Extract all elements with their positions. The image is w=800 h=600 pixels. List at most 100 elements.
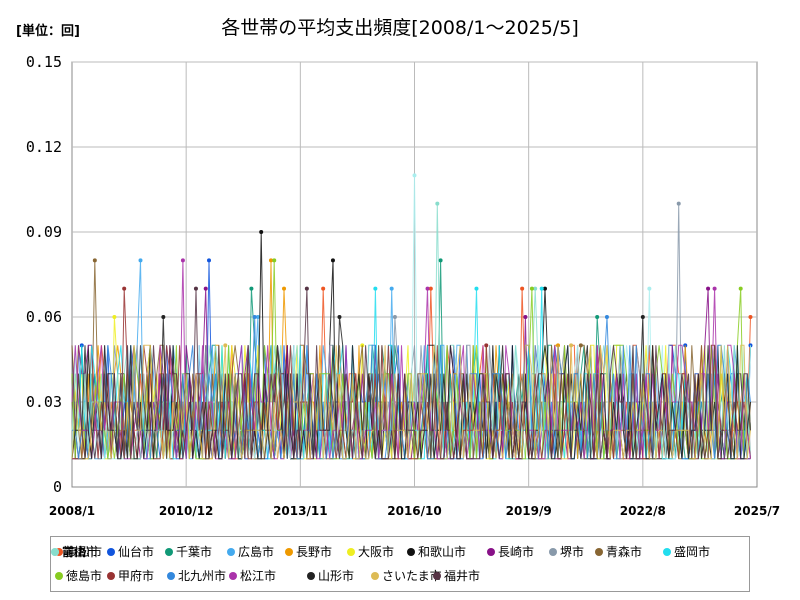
data-point: [207, 258, 211, 263]
legend: 高松市 仙台市 千葉市 広島市 長野市 大阪市 和歌山市 長崎市 堺市 青森市 盛岡市 前橋市 富山市徳…: [50, 536, 750, 592]
x-tick-label: 2016/10: [387, 504, 441, 518]
legend-marker: [371, 571, 379, 580]
data-point: [392, 315, 397, 319]
y-tick-label: 0.12: [26, 138, 62, 156]
data-point: [180, 258, 185, 263]
legend-label: 長野市: [296, 545, 333, 559]
data-point: [569, 343, 574, 348]
legend-item: 大阪市: [347, 543, 394, 560]
legend-marker: [487, 547, 495, 556]
legend-marker: [165, 547, 173, 556]
legend-marker: [107, 547, 115, 556]
legend-label: 富山市: [62, 545, 99, 559]
legend-item: 北九州市: [167, 567, 226, 584]
data-point: [520, 286, 525, 291]
data-point: [161, 315, 166, 319]
legend-label: 松江市: [240, 569, 277, 583]
legend-item: 徳島市: [55, 567, 102, 584]
legend-marker: [285, 547, 293, 556]
legend-item: さいたま市: [371, 567, 442, 584]
data-point: [428, 286, 433, 291]
legend-marker: [595, 547, 603, 556]
legend-item: 山形市: [307, 567, 354, 584]
chart-title: 各世帯の平均支出頻度[2008/1～2025/5]: [221, 17, 579, 39]
data-point: [539, 286, 544, 291]
legend-label: 仙台市: [118, 545, 155, 559]
legend-marker: [55, 571, 63, 580]
data-point: [249, 286, 254, 291]
legend-label: 北九州市: [178, 569, 227, 583]
data-point: [738, 286, 743, 291]
data-point: [122, 286, 127, 291]
data-point: [389, 286, 394, 291]
data-point: [640, 315, 645, 319]
data-point: [330, 258, 335, 263]
y-tick-label: 0.15: [26, 53, 62, 71]
data-point: [282, 286, 287, 291]
legend-item: 千葉市: [165, 543, 212, 560]
data-point: [252, 315, 257, 319]
legend-marker: [549, 547, 557, 556]
legend-label: さいたま市: [382, 569, 442, 583]
data-point: [259, 230, 264, 234]
data-point: [138, 258, 143, 263]
data-point: [595, 315, 600, 319]
legend-marker: [229, 571, 237, 580]
legend-label: 甲府市: [118, 569, 155, 583]
y-tick-label: 0.06: [26, 308, 62, 326]
legend-label: 盛岡市: [674, 545, 711, 559]
data-point: [223, 343, 228, 348]
legend-marker: [167, 571, 175, 580]
legend-item: 広島市: [227, 543, 274, 560]
data-point: [474, 286, 479, 291]
data-point: [542, 286, 547, 291]
legend-item: 堺市: [549, 543, 584, 560]
legend-label: 広島市: [238, 545, 275, 559]
legend-item: 福井市: [433, 567, 480, 584]
data-point: [268, 258, 273, 263]
legend-item: 松江市: [229, 567, 276, 584]
legend-label: 長崎市: [498, 545, 535, 559]
x-tick-label: 2025/7: [734, 504, 780, 518]
legend-label: 青森市: [606, 545, 643, 559]
legend-marker: [433, 571, 441, 580]
series-line: [71, 288, 751, 460]
data-point: [748, 315, 753, 319]
legend-item: 高松市: [55, 543, 102, 560]
data-point: [438, 258, 443, 263]
legend-label: 大阪市: [358, 545, 395, 559]
data-point: [706, 286, 711, 291]
legend-item: 甲府市: [107, 567, 154, 584]
legend-item: 長崎市: [487, 543, 534, 560]
legend-label: 堺市: [560, 545, 585, 559]
data-point: [676, 201, 681, 206]
data-point: [255, 315, 260, 319]
legend-item: 和歌山市: [407, 543, 466, 560]
legend-label: 福井市: [444, 569, 481, 583]
x-tick-label: 2019/9: [506, 504, 552, 518]
legend-marker: [55, 547, 63, 556]
data-point: [529, 286, 534, 291]
legend-label: 高松市: [66, 545, 103, 559]
legend-marker: [347, 547, 355, 556]
line-chart: 0 0.03 0.06 0.09 0.12 0.15 2008/1 2010/12 2013/1…: [26, 53, 780, 518]
y-tick-label: 0.03: [26, 393, 62, 411]
x-tick-label: 2013/11: [273, 504, 327, 518]
data-point: [425, 286, 430, 291]
data-point: [203, 286, 208, 291]
legend-marker: [227, 547, 235, 556]
legend-label: 前橋市: [62, 545, 99, 559]
series-line: [71, 344, 751, 460]
legend-label: 山形市: [318, 569, 355, 583]
x-tick-label: 2010/12: [159, 504, 213, 518]
legend-marker: [51, 547, 59, 556]
data-point: [373, 286, 378, 291]
legend-label: 徳島市: [66, 569, 103, 583]
data-point: [112, 315, 117, 319]
unit-label: [単位：回]: [16, 24, 80, 39]
data-point: [337, 315, 342, 319]
y-tick-label: 0: [53, 478, 62, 496]
legend-item: 仙台市: [107, 543, 154, 560]
data-point: [604, 315, 609, 319]
data-point: [304, 286, 309, 291]
